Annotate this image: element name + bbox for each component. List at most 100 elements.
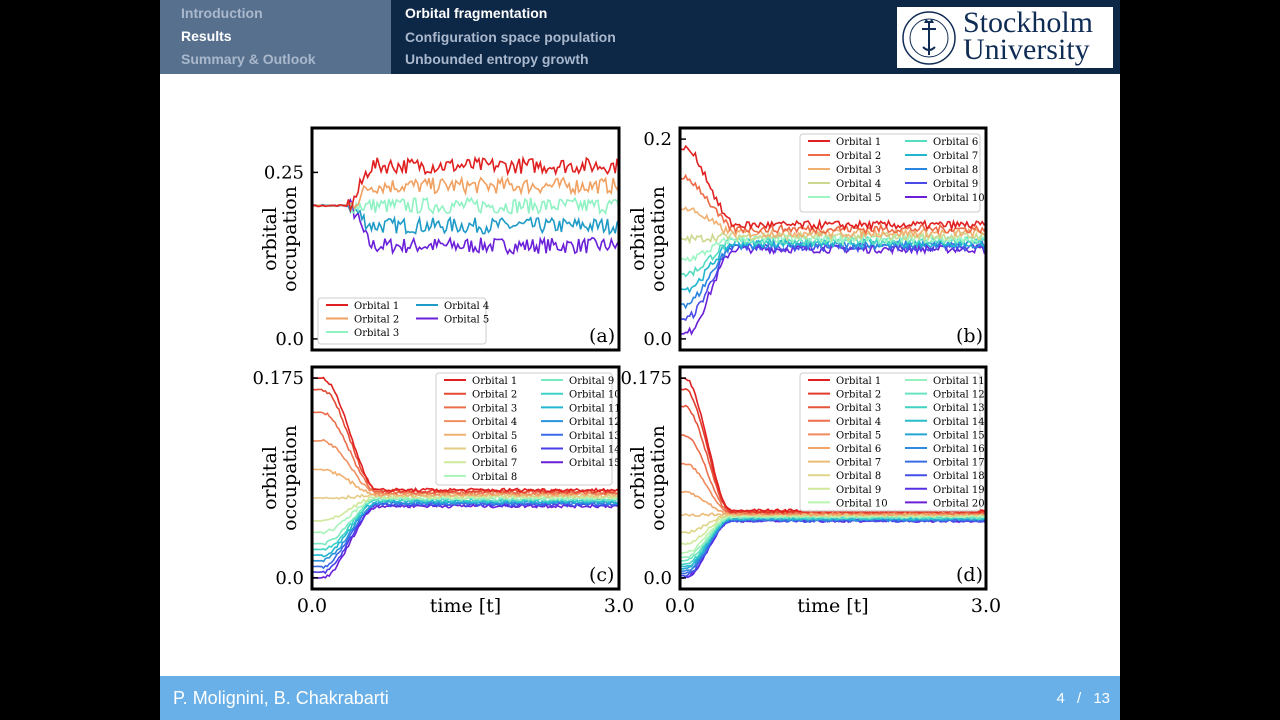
total-pages: 13 bbox=[1093, 690, 1110, 707]
legend-label: Orbital 10 bbox=[569, 390, 621, 401]
nav-section-summary[interactable]: Summary & Outlook bbox=[181, 51, 316, 67]
series-line-orbital-4 bbox=[311, 202, 620, 236]
legend-label: Orbital 5 bbox=[444, 315, 489, 326]
legend-label: Orbital 20 bbox=[933, 498, 985, 509]
y-axis-label: orbital bbox=[259, 207, 281, 271]
legend-label: Orbital 10 bbox=[933, 193, 985, 204]
nav-subsection-configuration-space[interactable]: Configuration space population bbox=[405, 29, 616, 45]
plot-frame bbox=[678, 126, 988, 352]
logo-line1: Stockholm bbox=[963, 6, 1094, 39]
legend: Orbital 1 Orbital 2 Orbital 3 Orbital 4 Orbi… bbox=[435, 372, 621, 486]
series-line-orbital-7 bbox=[311, 494, 620, 522]
slide: Introduction Results Summary & Outlook O… bbox=[160, 0, 1120, 720]
legend-label: Orbital 3 bbox=[472, 403, 517, 414]
legend-label: Orbital 11 bbox=[933, 376, 985, 387]
y-tick-label: 0.2 bbox=[643, 129, 672, 150]
legend-label: Orbital 15 bbox=[933, 430, 985, 441]
nav-subsection-entropy-growth[interactable]: Unbounded entropy growth bbox=[405, 51, 589, 67]
plot-frame bbox=[310, 126, 621, 352]
x-tick-label: 0.0 bbox=[665, 595, 695, 617]
y-axis-label: occupation bbox=[279, 186, 301, 292]
legend-label: Orbital 1 bbox=[836, 137, 881, 148]
plot-frame bbox=[310, 365, 621, 591]
series-line-orbital-9 bbox=[679, 240, 987, 322]
nav-subsection-orbital-fragmentation[interactable]: Orbital fragmentation bbox=[405, 5, 548, 21]
y-tick-label: 0.0 bbox=[275, 329, 304, 350]
y-tick-label: 0.0 bbox=[643, 329, 672, 350]
y-axis-label: occupation bbox=[647, 186, 669, 292]
footer-bar: P. Molignini, B. Chakrabarti 4 / 13 bbox=[160, 676, 1120, 720]
series-line-orbital-1 bbox=[311, 376, 620, 493]
legend-label: Orbital 19 bbox=[933, 485, 985, 496]
x-tick-label: 0.0 bbox=[297, 595, 327, 617]
series-line-orbital-3 bbox=[679, 206, 987, 240]
series-line-orbital-7 bbox=[679, 236, 987, 294]
series-line-orbital-5 bbox=[680, 232, 987, 263]
legend-label: Orbital 8 bbox=[836, 471, 881, 482]
y-axis-label: orbital bbox=[627, 446, 649, 510]
series-line-orbital-13 bbox=[311, 500, 620, 570]
series-line-orbital-16 bbox=[679, 517, 986, 573]
legend-box bbox=[435, 372, 613, 486]
legend-box bbox=[799, 133, 981, 213]
legend-label: Orbital 13 bbox=[933, 403, 985, 414]
y-axis-label: occupation bbox=[647, 425, 669, 531]
series-line-orbital-14 bbox=[312, 501, 620, 575]
legend-label: Orbital 17 bbox=[933, 458, 985, 469]
series-line-orbital-10 bbox=[679, 513, 987, 554]
y-tick-label: 0.175 bbox=[620, 368, 672, 389]
legend-label: Orbital 14 bbox=[933, 417, 985, 428]
university-logo: Stockholm University bbox=[897, 7, 1113, 68]
legend-label: Orbital 6 bbox=[933, 137, 978, 148]
legend-label: Orbital 5 bbox=[836, 193, 881, 204]
legend-label: Orbital 7 bbox=[933, 151, 978, 162]
series-line-orbital-2 bbox=[311, 175, 620, 210]
series-line-orbital-2 bbox=[679, 173, 987, 236]
legend-label: Orbital 16 bbox=[933, 444, 985, 455]
legend-label: Orbital 6 bbox=[472, 445, 517, 456]
x-tick-label: 3.0 bbox=[971, 595, 1001, 617]
footer-authors: P. Molignini, B. Chakrabarti bbox=[173, 688, 389, 708]
x-tick-label: 3.0 bbox=[604, 595, 634, 617]
series-line-orbital-14 bbox=[680, 516, 987, 568]
legend-label: Orbital 1 bbox=[836, 376, 881, 387]
legend-label: Orbital 12 bbox=[933, 390, 985, 401]
panel-label: (a) bbox=[589, 325, 615, 347]
legend-label: Orbital 11 bbox=[569, 403, 621, 414]
nav-section-results[interactable]: Results bbox=[181, 28, 232, 44]
legend-label: Orbital 14 bbox=[569, 445, 621, 456]
legend: Orbital 1 Orbital 2 Orbital 3 Orbital 4 Orbi… bbox=[317, 297, 489, 345]
series-line-orbital-10 bbox=[679, 243, 987, 336]
legend: Orbital 1 Orbital 2 Orbital 3 Orbital 4 Orbi… bbox=[799, 133, 985, 213]
legend-label: Orbital 4 bbox=[836, 179, 881, 190]
legend-label: Orbital 4 bbox=[836, 417, 881, 428]
nav-section-introduction[interactable]: Introduction bbox=[181, 5, 263, 21]
panel-label: (c) bbox=[589, 564, 614, 586]
legend-label: Orbital 10 bbox=[836, 498, 888, 509]
series-line-orbital-4 bbox=[679, 229, 987, 245]
legend-label: Orbital 3 bbox=[836, 403, 881, 414]
legend-label: Orbital 3 bbox=[836, 165, 881, 176]
legend-label: Orbital 13 bbox=[569, 431, 621, 442]
x-axis-label: time [t] bbox=[430, 595, 501, 617]
y-tick-label: 0.175 bbox=[252, 368, 304, 389]
current-page: 4 bbox=[1056, 690, 1065, 707]
header-bar: Introduction Results Summary & Outlook O… bbox=[160, 0, 1120, 74]
subsection-nav: Orbital fragmentation Configuration spac… bbox=[391, 0, 891, 74]
legend-label: Orbital 15 bbox=[569, 458, 621, 469]
series-line-orbital-8 bbox=[311, 495, 620, 535]
series-line-orbital-18 bbox=[679, 518, 987, 578]
y-tick-label: 0.0 bbox=[275, 568, 304, 589]
series-line-orbital-17 bbox=[679, 517, 987, 575]
plot-frame bbox=[678, 365, 988, 591]
series-line-orbital-3 bbox=[312, 196, 620, 216]
y-tick-label: 0.0 bbox=[643, 568, 672, 589]
legend-label: Orbital 9 bbox=[836, 485, 881, 496]
university-seal-icon bbox=[902, 11, 956, 65]
legend-box bbox=[799, 372, 981, 512]
legend-label: Orbital 18 bbox=[933, 471, 985, 482]
panel-label: (d) bbox=[956, 564, 983, 586]
